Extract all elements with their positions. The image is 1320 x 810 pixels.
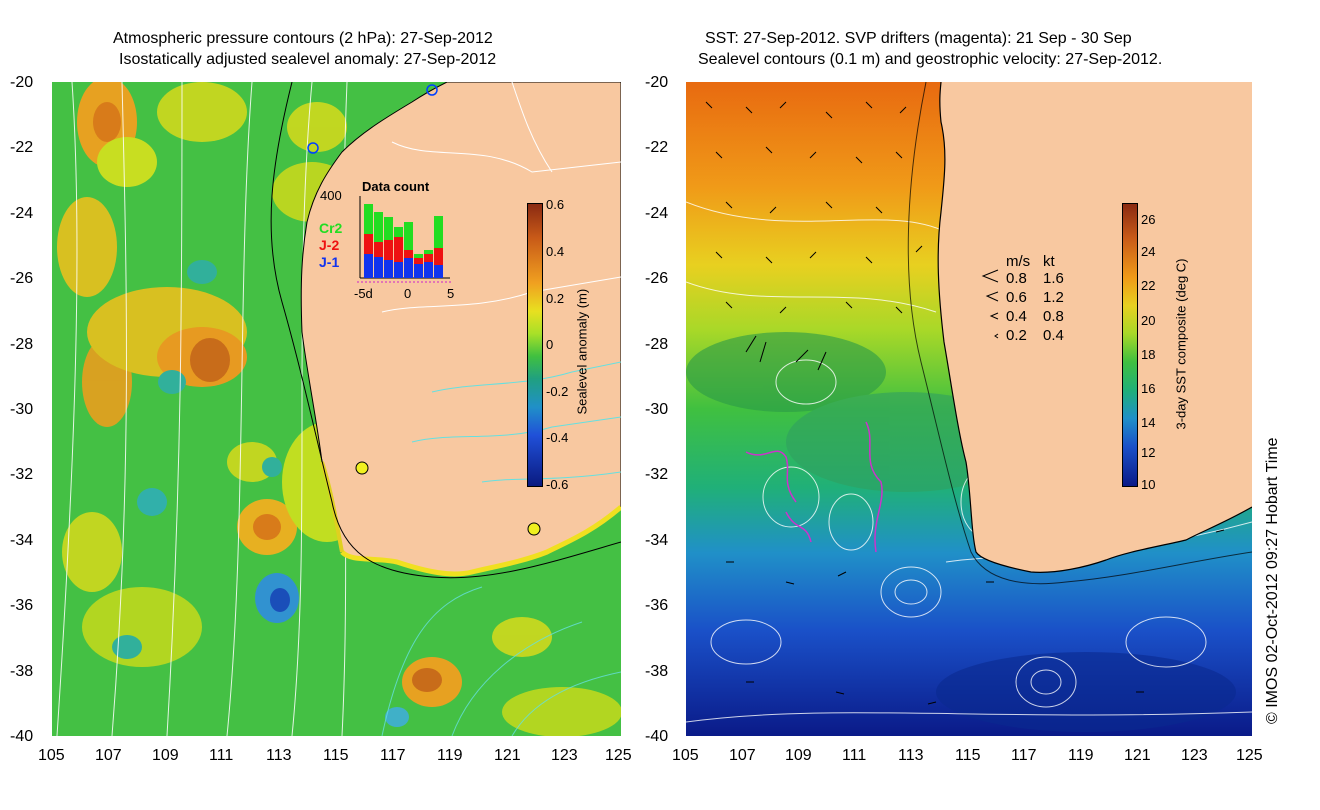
left-title-line1: Atmospheric pressure contours (2 hPa): 2…: [113, 30, 493, 47]
right-ytick-11: -40: [645, 728, 669, 745]
left-ytick-8: -34: [10, 532, 34, 549]
right-ytick-4: -26: [645, 270, 669, 287]
speed-legend-row-3-kt: 0.8: [1043, 308, 1064, 325]
sst-cbar-tick-5: 18: [1141, 347, 1156, 362]
left-xtick-2: 107: [95, 747, 122, 764]
sst-cbar-tick-9: 10: [1141, 477, 1156, 492]
sst-cbar-tick-7: 14: [1141, 415, 1156, 430]
inset-legend-j1: J-1: [319, 254, 340, 270]
left-xtick-10: 123: [551, 747, 578, 764]
right-ytick-10: -38: [645, 663, 669, 680]
speed-legend-row-2-kt: 1.2: [1043, 289, 1064, 306]
inset-ymax-label: 400: [320, 188, 342, 203]
right-ytick-6: -30: [645, 401, 669, 418]
speed-legend-header-kt: kt: [1043, 253, 1055, 270]
speed-legend-row-4-kt: 0.4: [1043, 327, 1064, 344]
left-xtick-4: 111: [209, 747, 234, 764]
right-ytick-7: -32: [645, 466, 669, 483]
sst-cbar-tick-2: 24: [1141, 244, 1156, 259]
right-xtick-11: 125: [1236, 747, 1263, 764]
right-xtick-4: 111: [842, 747, 867, 764]
anomaly-cbar-tick-2: 0.4: [546, 244, 565, 259]
anomaly-cbar-tick-4: 0: [546, 337, 554, 352]
anomaly-colorbar: [527, 203, 543, 487]
right-xtick-5: 113: [898, 747, 924, 764]
right-ytick-1: -20: [645, 74, 669, 91]
left-ytick-5: -28: [10, 336, 34, 353]
sealevel-anomaly-map: Data count 400: [52, 82, 621, 736]
right-xtick-3: 109: [785, 747, 812, 764]
left-xtick-5: 113: [266, 747, 292, 764]
left-xtick-3: 109: [152, 747, 179, 764]
inset-xtick-end: 5: [447, 286, 455, 301]
left-ytick-6: -30: [10, 401, 34, 418]
imos-credit: © IMOS 02-Oct-2012 09:27 Hobart Time: [1264, 437, 1281, 724]
left-ytick-7: -32: [10, 466, 34, 483]
sst-colorbar: [1122, 203, 1138, 487]
anomaly-cbar-tick-7: -0.6: [546, 477, 569, 492]
inset-xtick-zero: 0: [404, 286, 412, 301]
left-ytick-4: -26: [10, 270, 34, 287]
right-title-line1: SST: 27-Sep-2012. SVP drifters (magenta)…: [705, 30, 1132, 47]
right-xtick-7: 117: [1011, 747, 1037, 764]
speed-legend-row-1-ms: 0.8: [1006, 270, 1027, 287]
inset-legend-j2: J-2: [319, 237, 340, 253]
left-title-line2: Isostatically adjusted sealevel anomaly:…: [119, 51, 497, 68]
right-ytick-8: -34: [645, 532, 669, 549]
anomaly-cbar-tick-1: 0.6: [546, 197, 565, 212]
inset-title: Data count: [362, 179, 430, 194]
sst-map: m/s kt 0.8 1.6 0.6 1.2 0.4 0.8 0.2 0.4 2…: [686, 82, 1252, 736]
right-xtick-10: 123: [1181, 747, 1208, 764]
left-xtick-9: 121: [494, 747, 521, 764]
anomaly-cbar-tick-3: 0.2: [546, 291, 565, 306]
left-xtick-6: 115: [323, 747, 349, 764]
sst-cbar-tick-8: 12: [1141, 445, 1156, 460]
left-ytick-2: -22: [10, 139, 34, 156]
anomaly-colorbar-label: Sealevel anomaly (m): [574, 288, 590, 415]
right-xtick-9: 121: [1124, 747, 1151, 764]
left-ytick-1: -20: [10, 74, 34, 91]
left-ytick-10: -38: [10, 663, 34, 680]
left-ytick-3: -24: [10, 205, 34, 222]
speed-legend-row-2-ms: 0.6: [1006, 289, 1027, 306]
inset-legend-cr2: Cr2: [319, 220, 343, 236]
anomaly-cbar-tick-6: -0.4: [546, 430, 569, 445]
left-xtick-11: 125: [605, 747, 632, 764]
right-ytick-5: -28: [645, 336, 669, 353]
right-xtick-1: 105: [672, 747, 699, 764]
sst-colorbar-label: 3-day SST composite (deg C): [1173, 258, 1189, 430]
left-xtick-7: 117: [380, 747, 406, 764]
left-xtick-8: 119: [437, 747, 463, 764]
right-ytick-2: -22: [645, 139, 669, 156]
speed-legend-row-3-ms: 0.4: [1006, 308, 1027, 325]
sst-cbar-tick-3: 22: [1141, 278, 1156, 293]
right-ytick-9: -36: [645, 597, 669, 614]
sst-cbar-tick-6: 16: [1141, 381, 1156, 396]
right-title-line2: Sealevel contours (0.1 m) and geostrophi…: [698, 51, 1163, 68]
left-ytick-9: -36: [10, 597, 34, 614]
right-xtick-6: 115: [955, 747, 981, 764]
right-xtick-8: 119: [1068, 747, 1094, 764]
speed-legend-header-ms: m/s: [1006, 253, 1031, 270]
inset-xtick-start: -5d: [354, 286, 373, 301]
anomaly-cbar-tick-5: -0.2: [546, 384, 569, 399]
right-ytick-3: -24: [645, 205, 669, 222]
left-ytick-11: -40: [10, 728, 34, 745]
left-xtick-1: 105: [38, 747, 65, 764]
sst-cbar-tick-4: 20: [1141, 313, 1156, 328]
speed-legend-row-1-kt: 1.6: [1043, 270, 1064, 287]
right-xtick-2: 107: [729, 747, 756, 764]
sst-graphic: [686, 82, 1252, 736]
sst-cbar-tick-1: 26: [1141, 212, 1156, 227]
speed-legend-row-4-ms: 0.2: [1006, 327, 1027, 344]
